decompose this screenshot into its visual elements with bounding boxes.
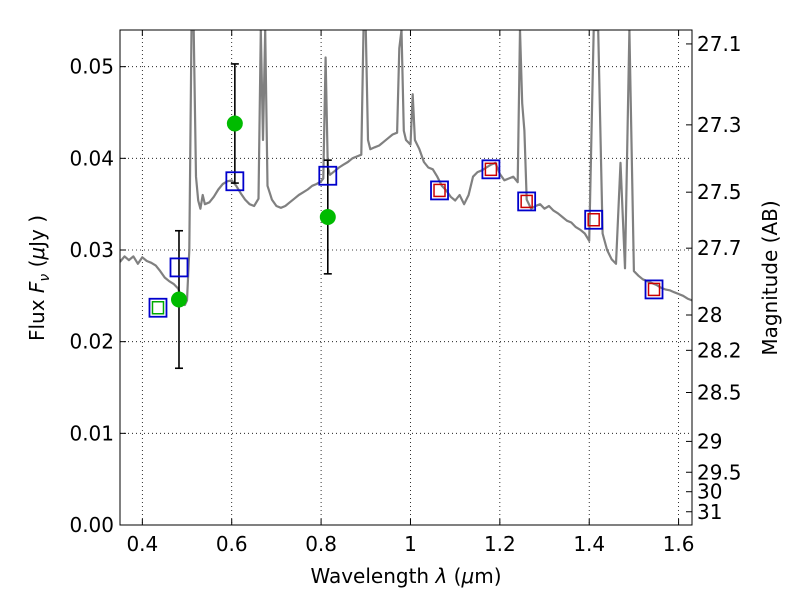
model-square-marker [148,297,168,318]
axes: 0.4 0.6 0.8 1 1.2 1.4 1.6 0.00 0.01 0.02 0.03 0.04 0… [69,30,742,556]
mag-tick-label: 27.3 [697,113,742,137]
mag-tick-label: 30 [697,480,722,504]
model-square-marker [517,191,537,212]
y-tick-label: 0.03 [69,238,114,262]
x-tick-label: 1.6 [663,532,695,556]
catalog-inner-marker [433,183,446,198]
mag-tick-label: 28.5 [697,381,742,405]
x-tick-label: 1 [404,532,417,556]
catalog-inner-marker [484,162,498,177]
x-tick-label: 0.8 [305,532,337,556]
x-tick-label: 0.4 [126,532,158,556]
y-tick-label: 0.04 [69,146,114,170]
mag-tick-label: 28 [697,303,722,327]
y-tick-label: 0.05 [69,55,114,79]
mag-tick-label: 29 [697,429,722,453]
y-axis-label: Flux Fν (μJy ) [25,215,53,341]
model-square-marker [430,180,449,201]
model-square-marker [169,257,189,278]
observed-point [170,291,187,308]
model-spectrum-line [120,30,692,307]
catalog-inner-marker [520,194,533,209]
mag-tick-label: 27.5 [697,180,742,204]
observed-point [319,209,336,225]
model-square-marker [584,209,604,230]
mag-tick-label: 31 [697,500,722,524]
x-axis-label: Wavelength λ (μm) [310,564,501,588]
plot-area [120,30,692,307]
catalog-inner-marker [647,282,661,297]
model-square-marker [318,165,338,186]
y-tick-label: 0.00 [69,513,114,537]
x-tick-label: 1.4 [573,532,605,556]
x-tick-label: 1.2 [484,532,516,556]
catalog-inner-marker [151,301,165,315]
model-square-marker [225,171,245,192]
y2-axis-label: Magnitude (AB) [758,200,782,355]
plot-frame [119,29,693,526]
mag-tick-label: 29.5 [697,460,742,484]
y-tick-label: 0.01 [69,421,114,445]
mag-tick-label: 27.7 [697,236,742,260]
catalog-inner-marker [587,213,600,227]
markers [148,63,664,370]
model-square-marker [644,279,664,300]
mag-tick-label: 28.2 [697,338,742,362]
observed-point [226,115,243,132]
model-square-marker [481,159,501,180]
x-tick-label: 0.6 [216,532,248,556]
y-tick-label: 0.02 [69,330,114,354]
mag-tick-label: 27.1 [697,32,742,56]
